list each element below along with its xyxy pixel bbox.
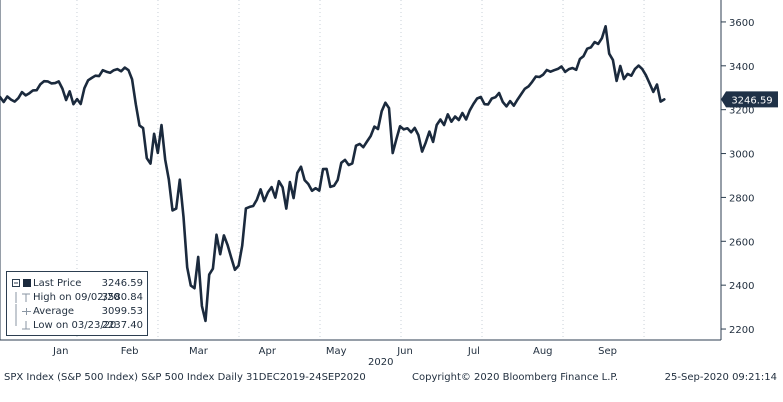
- legend-row-last-price: Last Price 3246.59: [7, 276, 147, 291]
- legend-value: 3580.84: [101, 292, 143, 303]
- collapse-square-icon: [12, 279, 31, 287]
- x-month-label: Jun: [396, 346, 413, 357]
- y-tick-label: 3000: [729, 150, 754, 161]
- x-month-label: Mar: [189, 346, 209, 357]
- x-month-label: Apr: [259, 346, 277, 357]
- x-month-label: Jul: [467, 346, 480, 357]
- y-tick-label: 3200: [729, 106, 754, 117]
- legend-value: 3099.53: [101, 306, 143, 317]
- y-tick-label: 2800: [729, 193, 754, 204]
- x-month-label: Feb: [121, 346, 139, 357]
- spx-price-line: [0, 25, 666, 323]
- y-tick-label: 3600: [729, 18, 754, 29]
- average-marker-icon: [15, 304, 31, 319]
- y-tick-label: 2400: [729, 281, 754, 292]
- legend-value: 3246.59: [101, 278, 143, 289]
- footer-timestamp: 25-Sep-2020 09:21:14: [664, 372, 777, 383]
- legend-row-high: High on 09/02/20 3580.84: [7, 290, 147, 305]
- last-price-tag: [721, 91, 778, 108]
- x-month-label: Sep: [598, 346, 617, 357]
- y-tick-label: 2600: [729, 237, 754, 248]
- legend-label: Low on 03/23/20: [33, 320, 117, 331]
- x-month-label: Aug: [533, 346, 553, 357]
- chart-legend: Last Price 3246.59 High on 09/02/20 3580…: [6, 271, 148, 336]
- chart-footer: SPX Index (S&P 500 Index) S&P 500 Index …: [0, 370, 783, 386]
- y-tick-label: 3400: [729, 62, 754, 73]
- legend-label: Average: [33, 306, 75, 317]
- low-marker-icon: [15, 318, 30, 330]
- legend-value: 2237.40: [101, 320, 143, 331]
- legend-label: High on 09/02/20: [33, 292, 120, 303]
- x-month-label: Jan: [52, 346, 68, 357]
- high-marker-icon: [15, 292, 30, 303]
- footer-copyright: Copyright© 2020 Bloomberg Finance L.P.: [412, 372, 619, 383]
- legend-label: Last Price: [33, 278, 82, 289]
- legend-row-average: Average 3099.53: [7, 304, 147, 319]
- footer-security-info: SPX Index (S&P 500 Index) S&P 500 Index …: [4, 372, 366, 383]
- x-year-label: 2020: [368, 357, 393, 368]
- x-month-label: May: [326, 346, 347, 357]
- legend-row-low: Low on 03/23/20 2237.40: [7, 318, 147, 333]
- y-tick-label: 2200: [729, 325, 754, 336]
- last-price-tag-label: 3246.59: [731, 95, 772, 106]
